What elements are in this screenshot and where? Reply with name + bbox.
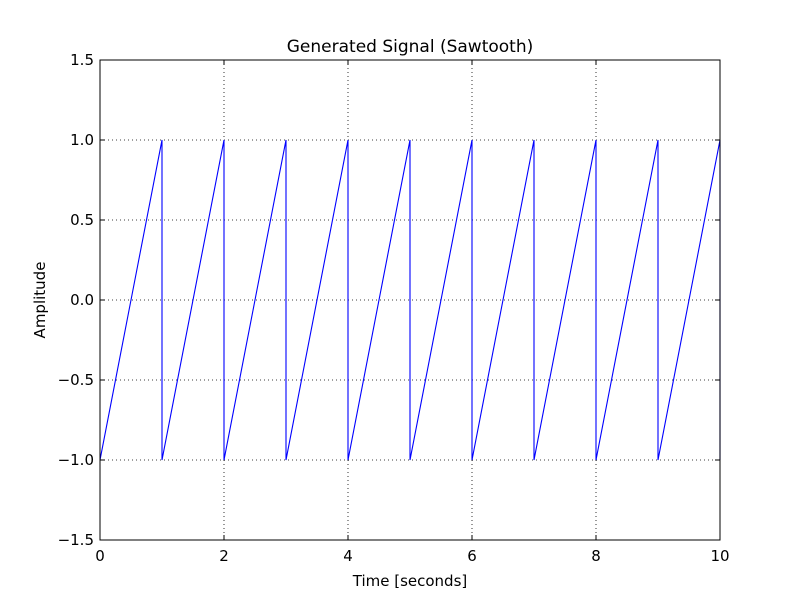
y-tick-label: −1.0 bbox=[58, 451, 94, 469]
y-tick-label: 1.0 bbox=[70, 131, 94, 149]
x-tick-label: 8 bbox=[591, 547, 601, 565]
y-tick-label: 1.5 bbox=[70, 51, 94, 69]
series-line bbox=[99, 139, 721, 461]
y-axis-label: Amplitude bbox=[31, 262, 49, 339]
x-axis-label: Time [seconds] bbox=[352, 572, 468, 590]
x-tick-label: 0 bbox=[95, 547, 105, 565]
y-tick-label: −1.5 bbox=[58, 531, 94, 549]
x-tick-label: 10 bbox=[710, 547, 729, 565]
tick-layer: 0 2 4 6 8 10 −1.5 −1.0 −0.5 0.0 0.5 1.0 1.5 bbox=[58, 51, 730, 565]
x-tick-label: 4 bbox=[343, 547, 353, 565]
chart-title: Generated Signal (Sawtooth) bbox=[287, 37, 534, 57]
x-tick-label: 6 bbox=[467, 547, 477, 565]
y-tick-label: 0.5 bbox=[70, 211, 94, 229]
x-tick-label: 2 bbox=[219, 547, 229, 565]
series-layer bbox=[99, 139, 721, 461]
y-tick-label: 0.0 bbox=[70, 291, 94, 309]
y-tick-label: −0.5 bbox=[58, 371, 94, 389]
